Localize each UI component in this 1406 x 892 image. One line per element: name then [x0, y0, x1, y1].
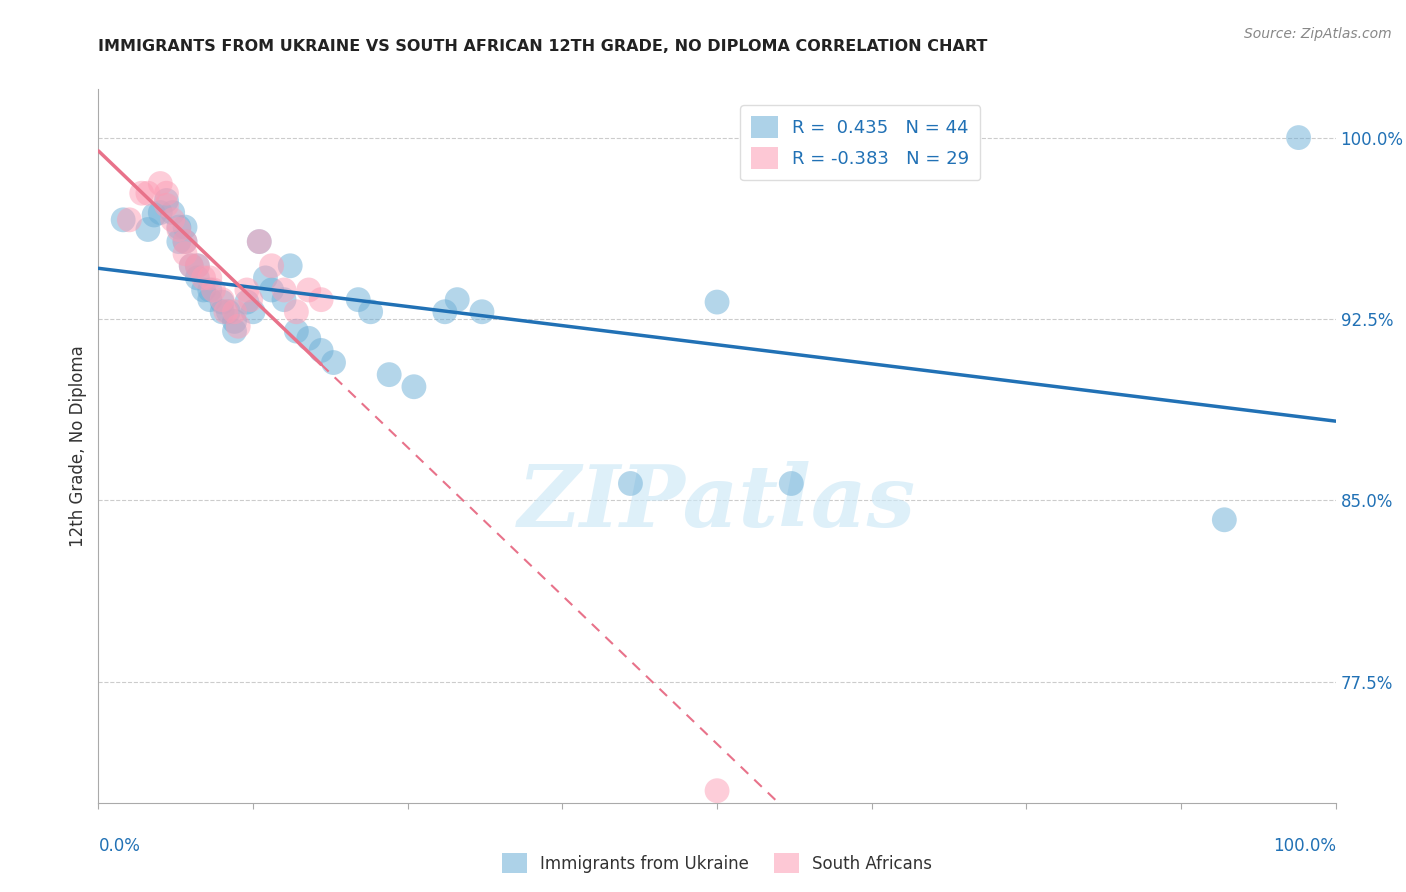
- Point: [254, 271, 277, 285]
- Point: [278, 259, 301, 273]
- Point: [273, 283, 295, 297]
- Point: [780, 476, 803, 491]
- Point: [143, 208, 166, 222]
- Text: IMMIGRANTS FROM UKRAINE VS SOUTH AFRICAN 12TH GRADE, NO DIPLOMA CORRELATION CHAR: IMMIGRANTS FROM UKRAINE VS SOUTH AFRICAN…: [98, 38, 988, 54]
- Point: [174, 246, 197, 260]
- Point: [193, 271, 215, 285]
- Point: [193, 283, 215, 297]
- Point: [360, 304, 382, 318]
- Point: [347, 293, 370, 307]
- Point: [174, 220, 197, 235]
- Point: [260, 283, 283, 297]
- Point: [273, 293, 295, 307]
- Point: [706, 783, 728, 797]
- Point: [186, 259, 208, 273]
- Point: [136, 186, 159, 201]
- Point: [167, 220, 190, 235]
- Point: [446, 293, 468, 307]
- Point: [149, 177, 172, 191]
- Point: [619, 476, 641, 491]
- Point: [131, 186, 153, 201]
- Point: [174, 235, 197, 249]
- Point: [285, 304, 308, 318]
- Point: [298, 331, 321, 345]
- Point: [247, 235, 270, 249]
- Point: [180, 259, 202, 273]
- Point: [239, 293, 262, 307]
- Point: [309, 293, 332, 307]
- Point: [186, 259, 208, 273]
- Point: [155, 186, 177, 201]
- Point: [247, 235, 270, 249]
- Legend: Immigrants from Ukraine, South Africans: Immigrants from Ukraine, South Africans: [495, 847, 939, 880]
- Point: [149, 205, 172, 219]
- Point: [180, 259, 202, 273]
- Point: [136, 222, 159, 236]
- Point: [155, 198, 177, 212]
- Point: [260, 259, 283, 273]
- Text: Source: ZipAtlas.com: Source: ZipAtlas.com: [1244, 27, 1392, 41]
- Point: [1213, 513, 1236, 527]
- Point: [217, 304, 239, 318]
- Point: [242, 304, 264, 318]
- Point: [298, 283, 321, 297]
- Text: 0.0%: 0.0%: [98, 837, 141, 855]
- Point: [211, 295, 233, 310]
- Point: [402, 380, 425, 394]
- Point: [202, 283, 225, 297]
- Point: [174, 235, 197, 249]
- Point: [322, 355, 344, 369]
- Point: [167, 235, 190, 249]
- Point: [162, 212, 184, 227]
- Point: [309, 343, 332, 358]
- Point: [198, 283, 221, 297]
- Point: [226, 319, 249, 334]
- Point: [118, 212, 141, 227]
- Point: [198, 271, 221, 285]
- Point: [198, 293, 221, 307]
- Point: [224, 304, 246, 318]
- Point: [1288, 130, 1310, 145]
- Point: [471, 304, 494, 318]
- Point: [285, 324, 308, 338]
- Point: [706, 295, 728, 310]
- Point: [112, 212, 135, 227]
- Point: [211, 304, 233, 318]
- Y-axis label: 12th Grade, No Diploma: 12th Grade, No Diploma: [69, 345, 87, 547]
- Point: [378, 368, 401, 382]
- Point: [186, 271, 208, 285]
- Point: [224, 324, 246, 338]
- Text: 100.0%: 100.0%: [1272, 837, 1336, 855]
- Point: [236, 283, 259, 297]
- Point: [433, 304, 456, 318]
- Point: [167, 222, 190, 236]
- Point: [211, 293, 233, 307]
- Point: [236, 295, 259, 310]
- Point: [162, 205, 184, 219]
- Point: [155, 194, 177, 208]
- Point: [215, 304, 238, 318]
- Point: [224, 314, 246, 328]
- Text: ZIPatlas: ZIPatlas: [517, 461, 917, 545]
